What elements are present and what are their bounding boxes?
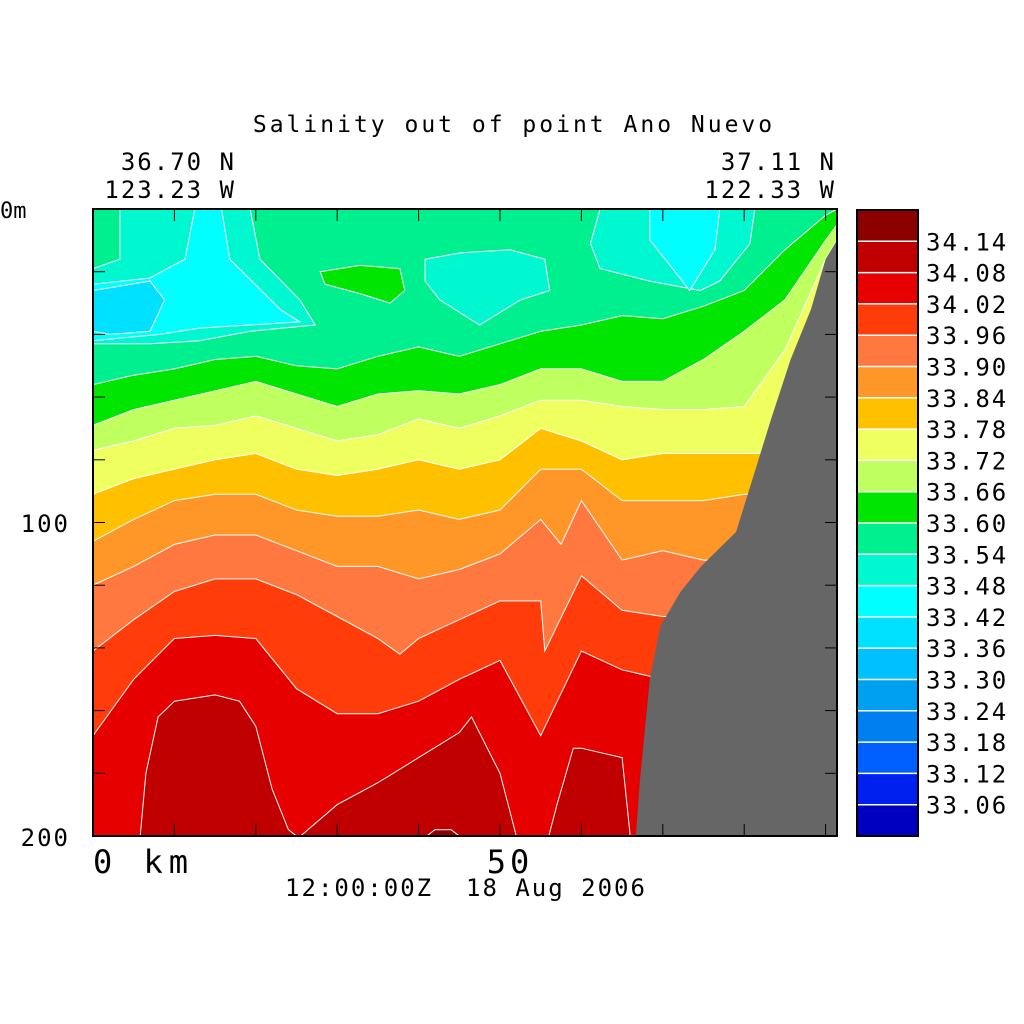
colorbar-swatch bbox=[857, 241, 918, 274]
colorbar-label: 33.78 bbox=[926, 416, 1008, 444]
contour-line-34.02 bbox=[93, 634, 837, 737]
plot-frame bbox=[92, 208, 838, 837]
colorbar-swatch bbox=[857, 491, 918, 524]
colorbar-swatch bbox=[857, 648, 918, 680]
colorbar-swatch bbox=[857, 303, 918, 336]
timestamp-label: 12:00:00Z 18 Aug 2006 bbox=[285, 874, 647, 902]
contour-patch-34.14 bbox=[425, 829, 461, 836]
colorbar-swatch bbox=[857, 460, 918, 493]
plot-area bbox=[93, 209, 837, 836]
y-tick-label-200: 200 bbox=[21, 824, 70, 852]
seafloor-bathymetry bbox=[635, 240, 837, 836]
start-lon-label: 123.23 W bbox=[104, 176, 236, 204]
colorbar-label: 33.60 bbox=[926, 510, 1008, 538]
contour-patch-33.48 bbox=[424, 249, 551, 326]
colorbar-swatch bbox=[857, 616, 918, 649]
contour-patch-33.60 bbox=[319, 264, 406, 304]
colorbar-swatch bbox=[857, 366, 918, 399]
colorbar-swatch bbox=[857, 742, 918, 774]
colorbar-swatch bbox=[857, 679, 918, 712]
x-tick-label-0: 0 km bbox=[93, 843, 194, 881]
colorbar-swatch bbox=[857, 773, 918, 806]
colorbar-label: 33.06 bbox=[926, 792, 1008, 820]
colorbar-label: 33.48 bbox=[926, 573, 1008, 601]
colorbar-swatch bbox=[857, 429, 918, 461]
colorbar-swatch bbox=[857, 804, 918, 837]
end-lat-label: 37.11 N bbox=[721, 148, 836, 176]
colorbar-swatch bbox=[857, 335, 918, 367]
colorbar-label: 33.72 bbox=[926, 447, 1008, 475]
colorbar-frame bbox=[856, 209, 919, 837]
colorbar-label: 33.24 bbox=[926, 698, 1008, 726]
contour-line-33.78 bbox=[93, 427, 837, 495]
colorbar-label: 34.08 bbox=[926, 260, 1008, 288]
colorbar-label: 33.30 bbox=[926, 667, 1008, 695]
y-tick-label-100: 100 bbox=[21, 510, 70, 538]
contour-patch-34.08 bbox=[299, 715, 517, 836]
contour-line-33.60 bbox=[93, 209, 837, 386]
colorbar-label: 34.14 bbox=[926, 228, 1008, 256]
y-tick-label-0: 0m bbox=[0, 199, 27, 224]
contour-patch-33.36 bbox=[93, 280, 166, 335]
contour-patch-34.08 bbox=[548, 747, 631, 836]
colorbar-swatch bbox=[857, 523, 918, 555]
colorbar-label: 34.02 bbox=[926, 291, 1008, 319]
colorbar-swatch bbox=[857, 397, 918, 430]
contour-line-33.72 bbox=[93, 240, 837, 451]
colorbar-swatch bbox=[857, 554, 918, 587]
colorbar-swatch bbox=[857, 272, 918, 305]
colorbar-label: 33.36 bbox=[926, 635, 1008, 663]
colorbar-label: 33.90 bbox=[926, 354, 1008, 382]
start-lat-label: 36.70 N bbox=[121, 148, 236, 176]
colorbar-label: 33.66 bbox=[926, 479, 1008, 507]
colorbar-swatch bbox=[857, 210, 918, 242]
end-lon-label: 122.33 W bbox=[704, 176, 836, 204]
colorbar-swatch bbox=[857, 585, 918, 618]
colorbar-swatch bbox=[857, 710, 918, 743]
colorbar-label: 33.12 bbox=[926, 760, 1008, 788]
contour-line-33.90 bbox=[93, 499, 837, 586]
contour-line-33.96 bbox=[93, 575, 837, 655]
colorbar-label: 33.96 bbox=[926, 322, 1008, 350]
colorbar-label: 33.18 bbox=[926, 729, 1008, 757]
colorbar-label: 33.54 bbox=[926, 541, 1008, 569]
contour-patch-33.42 bbox=[649, 209, 721, 292]
x-tick-label-50: 50 bbox=[487, 843, 534, 881]
contour-patch-34.08 bbox=[139, 694, 298, 836]
contour-line-33.66 bbox=[93, 224, 837, 426]
axes bbox=[93, 209, 837, 836]
contour-line-33.84 bbox=[93, 468, 837, 542]
colorbar-legend: 34.14 34.08 34.02 33.96 33.90 33.84 33.78 33.72… bbox=[856, 209, 1008, 837]
colorbar-label: 33.84 bbox=[926, 385, 1008, 413]
colorbar-label: 33.42 bbox=[926, 604, 1008, 632]
chart-title: Salinity out of point Ano Nuevo bbox=[253, 112, 775, 138]
